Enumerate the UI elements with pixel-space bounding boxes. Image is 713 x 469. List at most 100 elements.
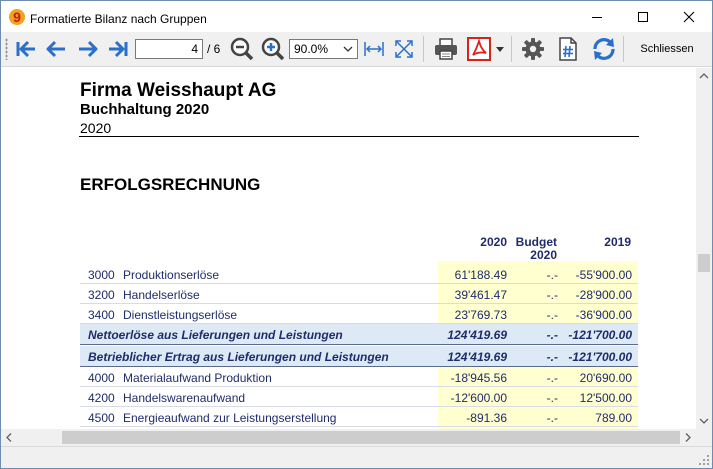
account-number: 4200 — [88, 391, 115, 405]
zoom-select[interactable]: 90.0% — [289, 39, 358, 59]
account-number: 3000 — [88, 268, 115, 282]
toolbar-separator — [511, 36, 512, 62]
account-number: 4500 — [88, 411, 115, 425]
fit-width-button[interactable] — [362, 35, 386, 63]
status-bar — [1, 446, 712, 468]
minimize-button[interactable] — [574, 1, 620, 32]
value-budget: -.- — [546, 350, 558, 364]
scroll-up-icon[interactable] — [696, 68, 712, 84]
maximize-icon — [638, 11, 648, 22]
page-total-label: / 6 — [207, 42, 221, 56]
last-page-button[interactable] — [105, 35, 131, 63]
column-header-2020: 2020 — [480, 235, 507, 249]
toolbar-separator — [623, 36, 624, 62]
scroll-down-icon[interactable] — [696, 413, 712, 429]
section-title: ERFOLGSRECHNUNG — [80, 175, 261, 194]
toolbar: 4 / 6 90.0% — [1, 32, 712, 67]
table-row: 4000 Materialaufwand Produktion -18'945.… — [80, 367, 638, 387]
resize-grip-icon[interactable] — [698, 454, 710, 466]
account-name: Dienstleistungserlöse — [123, 308, 238, 322]
refresh-button[interactable] — [589, 35, 619, 63]
table-row: 4500 Energieaufwand zur Leistungserstell… — [80, 407, 638, 427]
value-2020: 124'419.69 — [447, 350, 507, 364]
last-page-icon — [109, 40, 128, 58]
value-budget: -.- — [546, 411, 558, 425]
value-2020: -18'945.56 — [450, 371, 507, 385]
pdf-icon — [466, 37, 491, 61]
next-page-button[interactable] — [75, 35, 101, 63]
value-2020: -891.36 — [466, 411, 507, 425]
minimize-icon — [592, 16, 602, 18]
print-button[interactable] — [431, 35, 461, 63]
total-label: Nettoerlöse aus Lieferungen und Leistung… — [88, 328, 343, 342]
first-page-button[interactable] — [13, 35, 39, 63]
format-number-button[interactable] — [553, 35, 583, 63]
account-number: 4000 — [88, 371, 115, 385]
zoom-in-icon — [261, 37, 285, 61]
value-budget: -.- — [546, 391, 558, 405]
zoom-in-button[interactable] — [260, 35, 286, 63]
value-2019: 12'500.00 — [579, 391, 632, 405]
caret-down-icon — [495, 47, 504, 52]
window-title: Formatierte Bilanz nach Gruppen — [30, 12, 207, 26]
account-name: Energieaufwand zur Leistungserstellung — [123, 411, 337, 425]
value-budget: -.- — [546, 328, 558, 342]
fit-page-button[interactable] — [392, 35, 416, 63]
horizontal-scrollbar[interactable] — [1, 429, 696, 446]
arrow-left-icon — [46, 40, 65, 58]
close-icon — [683, 11, 695, 22]
vertical-scroll-thumb[interactable] — [698, 254, 710, 272]
header-divider — [79, 136, 639, 137]
value-2020: -12'600.00 — [450, 391, 507, 405]
report-page: Firma Weisshaupt AG Buchhaltung 2020 202… — [1, 68, 696, 429]
zoom-value: 90.0% — [294, 42, 329, 56]
app-logo-icon: 9 — [9, 9, 25, 25]
table-row: 3400 Dienstleistungserlöse 23'769.73 -.-… — [80, 304, 638, 324]
account-number: 3200 — [88, 288, 115, 302]
report-subtitle: Buchhaltung 2020 — [80, 101, 210, 118]
printer-icon — [435, 38, 457, 60]
fit-width-icon — [364, 42, 384, 56]
company-name: Firma Weisshaupt AG — [80, 80, 277, 101]
scroll-left-icon[interactable] — [1, 429, 17, 446]
maximize-button[interactable] — [620, 1, 666, 32]
gear-icon — [522, 38, 544, 60]
value-2019: 20'690.00 — [579, 371, 632, 385]
current-year-highlight — [438, 261, 638, 429]
zoom-out-icon — [230, 37, 254, 61]
total-row: Nettoerlöse aus Lieferungen und Leistung… — [80, 324, 638, 345]
value-2020: 39'461.47 — [454, 288, 507, 302]
horizontal-scroll-thumb[interactable] — [62, 431, 680, 444]
scroll-right-icon[interactable] — [680, 429, 696, 446]
page-number-input[interactable]: 4 — [135, 39, 203, 59]
chevron-down-icon — [343, 46, 353, 52]
account-name: Handelswarenaufwand — [123, 391, 246, 405]
total-row: Betrieblicher Ertrag aus Lieferungen und… — [80, 346, 638, 367]
account-name: Materialaufwand Produktion — [123, 371, 272, 385]
close-window-button[interactable] — [666, 1, 712, 32]
toolbar-separator — [423, 36, 424, 62]
total-label: Betrieblicher Ertrag aus Lieferungen und… — [88, 350, 389, 364]
column-header-2019: 2019 — [604, 235, 631, 249]
account-number: 3400 — [88, 308, 115, 322]
hash-document-icon — [559, 37, 577, 61]
zoom-out-button[interactable] — [229, 35, 255, 63]
close-button[interactable]: Schliessen — [640, 43, 694, 55]
value-budget: -.- — [546, 371, 558, 385]
first-page-icon — [16, 40, 35, 58]
value-2020: 61'188.49 — [454, 268, 507, 282]
settings-button[interactable] — [518, 35, 548, 63]
previous-page-button[interactable] — [43, 35, 69, 63]
value-2019: -36'900.00 — [575, 308, 632, 322]
toolbar-grip[interactable] — [5, 38, 8, 60]
value-2019: -121'700.00 — [568, 350, 632, 364]
value-budget: -.- — [546, 268, 558, 282]
report-year: 2020 — [80, 120, 112, 136]
value-budget: -.- — [546, 288, 558, 302]
refresh-icon — [593, 38, 615, 60]
pdf-export-button[interactable] — [463, 35, 507, 63]
vertical-scrollbar[interactable] — [696, 68, 712, 429]
value-2020: 23'769.73 — [454, 308, 507, 322]
value-2019: -55'900.00 — [575, 268, 632, 282]
